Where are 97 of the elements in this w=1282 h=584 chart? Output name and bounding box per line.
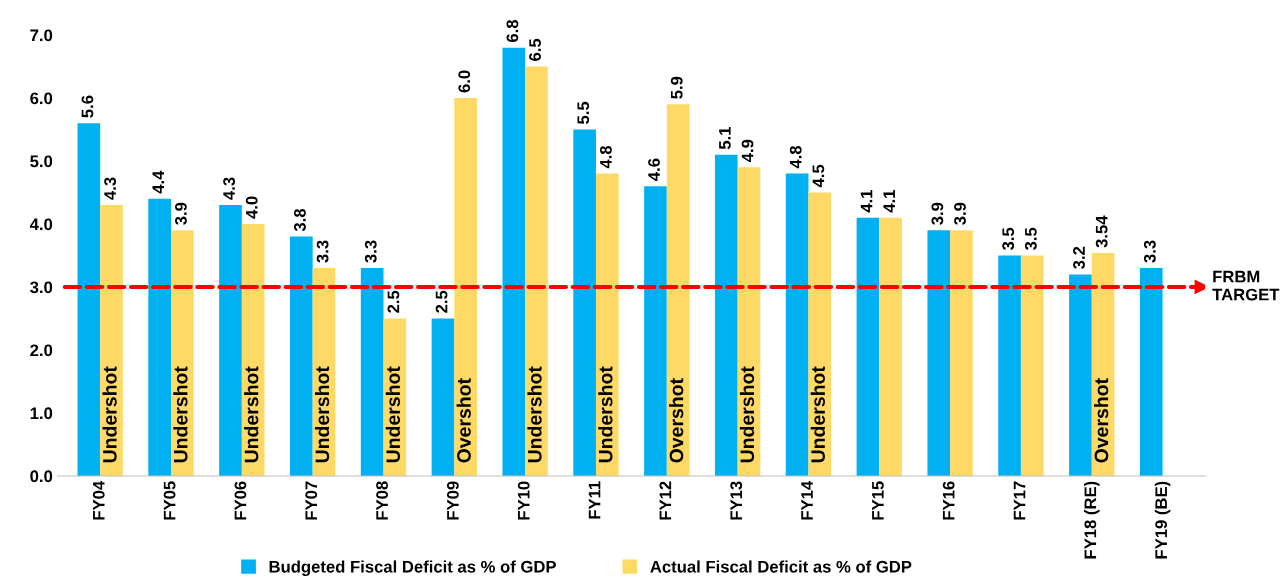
x-tick-label: FY06 — [234, 481, 247, 520]
y-tick-label: 6.0 — [30, 92, 53, 105]
data-label: 3.9 — [175, 202, 187, 225]
y-tick-label: 2.0 — [30, 344, 53, 357]
x-tick-label: FY12 — [659, 481, 672, 520]
x-tick-label: FY08 — [376, 481, 388, 520]
data-label: 4.9 — [741, 139, 754, 163]
bar — [595, 173, 619, 476]
bar — [856, 217, 880, 476]
data-label: 6.8 — [506, 19, 519, 42]
data-label: 6.0 — [458, 70, 471, 93]
data-label: 3.9 — [931, 202, 944, 225]
y-tick-label: 3.0 — [30, 281, 53, 294]
bar — [879, 217, 902, 476]
data-label: 4.5 — [812, 164, 825, 188]
data-label: 3.5 — [1024, 227, 1037, 251]
data-label: 3.9 — [954, 202, 966, 225]
bar — [666, 104, 690, 476]
bar — [148, 198, 172, 476]
x-tick-label: FY11 — [588, 481, 601, 519]
x-tick-label: FY17 — [1013, 481, 1026, 520]
data-label: 3.2 — [1073, 246, 1085, 269]
data-label: 2.5 — [387, 290, 400, 313]
data-label: 3.8 — [294, 208, 306, 232]
bar — [100, 205, 123, 476]
y-tick-label: 4.0 — [29, 218, 53, 231]
data-label: 5.1 — [719, 126, 731, 150]
bar — [1139, 268, 1163, 476]
data-label: 4.1 — [883, 189, 895, 213]
data-label: 5.9 — [670, 76, 683, 99]
annotation: Undershot — [527, 366, 542, 463]
bar — [998, 255, 1021, 476]
x-tick-label: FY05 — [163, 481, 176, 520]
x-tick-label: FY15 — [872, 481, 884, 520]
data-label: 5.5 — [577, 101, 590, 124]
data-label: 3.54 — [1095, 215, 1108, 248]
annotation: Overshot — [456, 378, 471, 463]
x-tick-label: FY16 — [942, 481, 955, 520]
y-tick-label: 5.0 — [30, 155, 53, 168]
bar — [502, 47, 526, 476]
bar — [431, 318, 455, 476]
bar — [360, 268, 384, 476]
x-tick-label: FY07 — [305, 481, 318, 520]
bar — [1020, 255, 1044, 476]
annotation: Undershot — [102, 366, 117, 463]
annotation: Undershot — [385, 366, 401, 463]
x-tick-label: FY18 (RE) — [1083, 481, 1100, 559]
data-label: 3.3 — [1143, 240, 1156, 263]
bar — [1069, 274, 1092, 476]
bar — [644, 186, 667, 476]
x-tick-label: FY19 (BE) — [1154, 481, 1171, 559]
legend-label: Budgeted Fiscal Deficit as % of GDP — [269, 560, 556, 577]
x-tick-label: FY10 — [517, 481, 530, 520]
data-label: 2.5 — [435, 290, 448, 313]
bar — [573, 129, 596, 476]
annotation: Overshot — [1094, 378, 1109, 463]
data-label: 3.5 — [1002, 227, 1015, 251]
bar — [950, 230, 973, 476]
data-label: 5.6 — [81, 95, 94, 118]
bar — [171, 230, 194, 476]
bar — [290, 236, 313, 476]
bar — [714, 154, 738, 476]
data-label: 3.3 — [316, 240, 329, 263]
bar — [785, 173, 809, 476]
data-label: 4.4 — [152, 170, 164, 194]
annotation: Undershot — [810, 366, 825, 463]
bar — [927, 230, 951, 476]
annotation: Undershot — [598, 366, 613, 463]
bar — [219, 205, 242, 476]
data-label: 4.8 — [789, 145, 802, 169]
data-label: 4.8 — [599, 145, 612, 169]
legend-label: Actual Fiscal Deficit as % of GDP — [650, 560, 912, 573]
annotation: Undershot — [244, 366, 259, 463]
x-tick-label: FY09 — [446, 481, 459, 520]
x-tick-label: FY14 — [801, 480, 813, 520]
data-label: 3.3 — [364, 240, 377, 263]
y-tick-label: 0.0 — [30, 470, 53, 483]
annotation: Undershot — [173, 366, 188, 463]
annotation: Overshot — [669, 378, 684, 463]
data-label: 4.6 — [648, 158, 660, 181]
bar — [525, 66, 548, 476]
bar — [77, 123, 101, 476]
annotation: Undershot — [739, 366, 755, 463]
data-label: 4.0 — [245, 196, 258, 219]
data-label: 4.3 — [223, 177, 235, 200]
bar — [454, 98, 477, 476]
bar — [808, 192, 832, 476]
data-label: 4.1 — [860, 189, 873, 213]
y-tick-label: 7.0 — [30, 29, 53, 42]
data-label: 6.5 — [529, 38, 541, 61]
data-label: 4.3 — [104, 177, 117, 200]
y-tick-label: 1.0 — [30, 407, 53, 420]
annotation: Undershot — [314, 366, 330, 463]
x-tick-label: FY13 — [730, 481, 743, 520]
ref-line-label: FRBM TARGET — [1212, 270, 1280, 301]
bar — [241, 224, 265, 476]
x-tick-label: FY04 — [92, 480, 105, 520]
